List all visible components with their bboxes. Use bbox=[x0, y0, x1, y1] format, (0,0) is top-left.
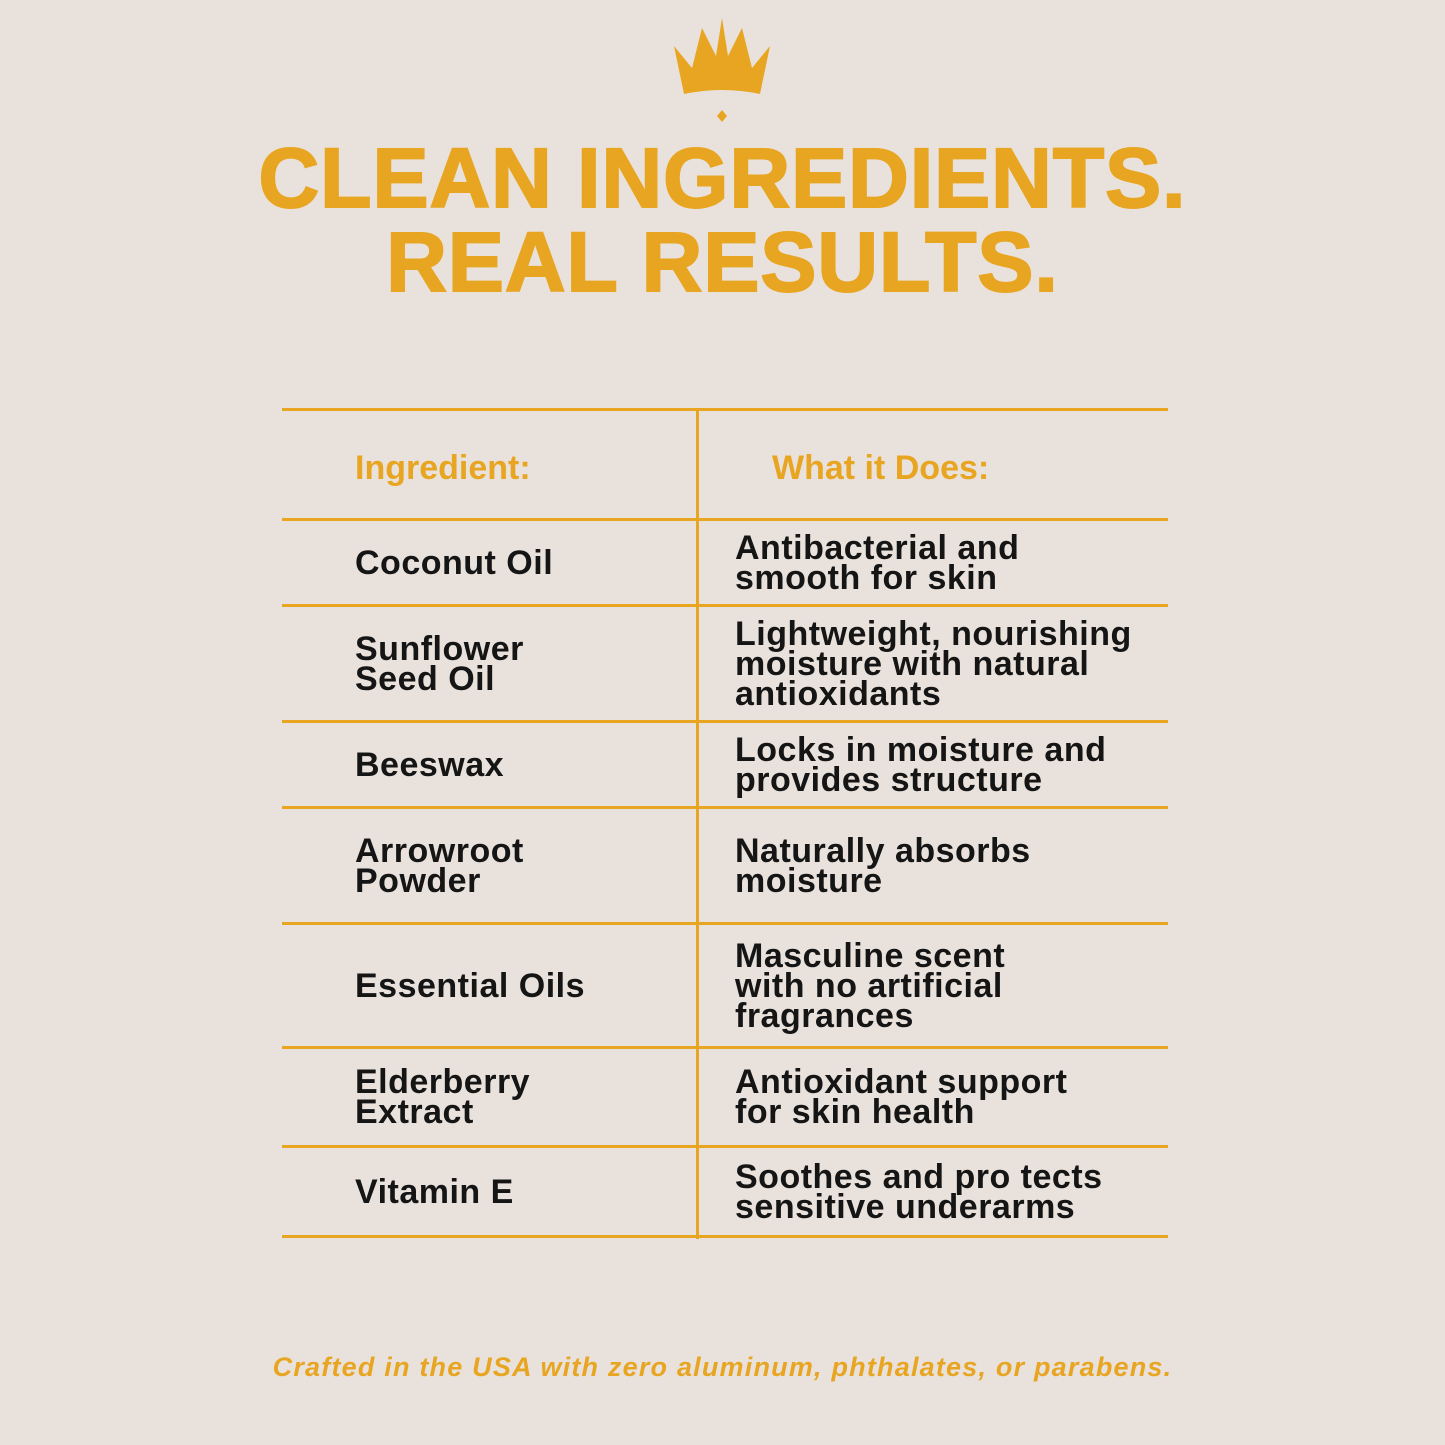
table-divider bbox=[282, 806, 1168, 809]
table-divider bbox=[282, 604, 1168, 607]
table-divider bbox=[282, 1145, 1168, 1148]
function-cell: Antibacterial and smooth for skin bbox=[735, 528, 1020, 597]
function-cell: Antioxidant support for skin health bbox=[735, 1063, 1068, 1131]
column-divider bbox=[696, 410, 699, 1239]
header-ingredient: Ingredient: bbox=[355, 449, 531, 487]
table-divider bbox=[282, 922, 1168, 925]
headline-line-2: REAL RESULTS. bbox=[385, 215, 1059, 309]
crown-icon bbox=[674, 18, 770, 122]
ingredient-cell: Arrowroot Powder bbox=[355, 831, 524, 900]
function-cell: Naturally absorbs moisture bbox=[735, 831, 1031, 900]
function-cell: Lightweight, nourishing moisture with na… bbox=[735, 614, 1132, 713]
footer-note: Crafted in the USA with zero aluminum, p… bbox=[272, 1352, 1173, 1382]
headline-line-1: CLEAN INGREDIENTS. bbox=[257, 131, 1187, 225]
ingredient-cell: Beeswax bbox=[355, 745, 505, 784]
ingredient-cell: Elderberry Extract bbox=[355, 1063, 531, 1131]
function-cell: Masculine scent with no artificial fragr… bbox=[735, 936, 1006, 1035]
header-what-it-does: What it Does: bbox=[772, 449, 990, 487]
ingredient-cell: Sunflower Seed Oil bbox=[355, 629, 524, 698]
ingredient-cell: Essential Oils bbox=[355, 966, 585, 1005]
table-divider bbox=[282, 518, 1168, 521]
sparkle-icon bbox=[717, 110, 727, 122]
table-divider bbox=[282, 408, 1168, 411]
function-cell: Locks in moisture and provides structure bbox=[735, 730, 1107, 799]
table-divider bbox=[282, 720, 1168, 723]
ingredient-cell: Coconut Oil bbox=[355, 543, 554, 582]
function-cell: Soothes and pro tects sensitive underarm… bbox=[735, 1157, 1103, 1226]
table-divider bbox=[282, 1235, 1168, 1238]
ingredient-cell: Vitamin E bbox=[355, 1172, 514, 1211]
table-divider bbox=[282, 1046, 1168, 1049]
